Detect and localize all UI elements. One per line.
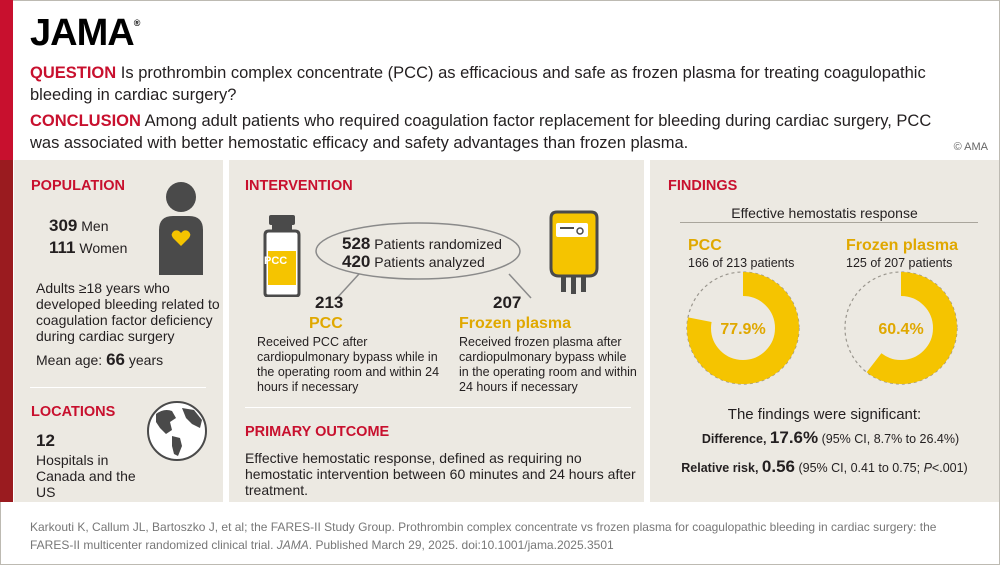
population-description: Adults ≥18 years who developed bleeding … (36, 280, 220, 344)
donut-arc-pcc (687, 272, 799, 384)
mean-age: Mean age: 66 years (36, 350, 164, 369)
accent-bar-middle (0, 160, 13, 502)
significance-statement: The findings were significant: (727, 406, 922, 423)
donut-label-frozen-plasma: 60.4% (878, 321, 923, 338)
pcc-series-name: PCC (688, 237, 722, 254)
randomized-stat: 528 Patients randomized (342, 234, 502, 253)
analyzed-stat: 420 Patients analyzed (342, 252, 485, 271)
donut-label-pcc: 77.9% (720, 321, 765, 338)
primary-outcome-heading: PRIMARY OUTCOME (245, 424, 390, 440)
hemostatic-response-donuts: 77.9% 60.4% (686, 271, 958, 385)
donut-arc-frozen-plasma (845, 272, 957, 384)
population-panel: POPULATION 309 Men 111 Women Adults ≥18 … (14, 160, 223, 502)
subtitle-rule (680, 222, 978, 223)
conclusion-label: CONCLUSION (30, 112, 141, 130)
findings-subtitle: Effective hemostatis response (731, 205, 918, 221)
globe-icon (147, 401, 207, 461)
citation: Karkouti K, Callum JL, Bartoszko J, et a… (30, 520, 937, 552)
pcc-series-detail: 166 of 213 patients (688, 256, 795, 270)
hospital-count: 12 (36, 431, 55, 450)
difference-stat: Difference, 17.6% (95% CI, 8.7% to 26.4%… (701, 428, 960, 447)
jama-logo: JAMA® (30, 12, 140, 54)
arm2-count: 207 (493, 293, 522, 312)
pcc-vial-icon (263, 215, 301, 297)
findings-heading: FINDINGS (668, 178, 738, 194)
population-heading: POPULATION (31, 178, 125, 194)
arm-connectors (336, 273, 532, 299)
arm1-description: Received PCC after cardiopulmonary bypas… (257, 335, 440, 394)
randomization-ellipse (315, 222, 521, 280)
person-icon (159, 182, 203, 275)
copyright-notice: © AMA (953, 141, 988, 153)
men-stat: 309 Men (49, 216, 109, 235)
arm1-count: 213 (315, 293, 344, 312)
findings-panel: FINDINGS Effective hemostatis response P… (650, 160, 999, 502)
divider (245, 407, 631, 408)
plasma-series-name: Frozen plasma (846, 237, 959, 254)
intervention-panel: INTERVENTION PCC 528 Patients randomized… (229, 160, 644, 502)
locations-description: Hospitals in Canada and the US (36, 452, 136, 500)
divider (30, 387, 206, 388)
locations-heading: LOCATIONS (31, 404, 116, 420)
intervention-heading: INTERVENTION (245, 178, 353, 194)
conclusion: CONCLUSION Among adult patients who requ… (30, 110, 960, 154)
arm2-name: Frozen plasma (459, 315, 572, 332)
question: QUESTION Is prothrombin complex concentr… (30, 62, 960, 106)
women-stat: 111 Women (49, 238, 128, 257)
relative-risk-stat: Relative risk, 0.56 (95% CI, 0.41 to 0.7… (681, 457, 968, 476)
arm1-name: PCC (309, 315, 343, 332)
conclusion-text: Among adult patients who required coagul… (30, 112, 932, 152)
vial-label: PCC (264, 255, 288, 267)
question-text: Is prothrombin complex concentrate (PCC)… (30, 64, 926, 104)
primary-outcome-text: Effective hemostatic response, defined a… (245, 450, 636, 498)
arm2-description: Received frozen plasma after cardiopulmo… (459, 335, 637, 394)
accent-bar-top (0, 0, 13, 160)
plasma-series-detail: 125 of 207 patients (846, 256, 953, 270)
plasma-bag-icon (549, 210, 599, 294)
question-label: QUESTION (30, 64, 117, 82)
